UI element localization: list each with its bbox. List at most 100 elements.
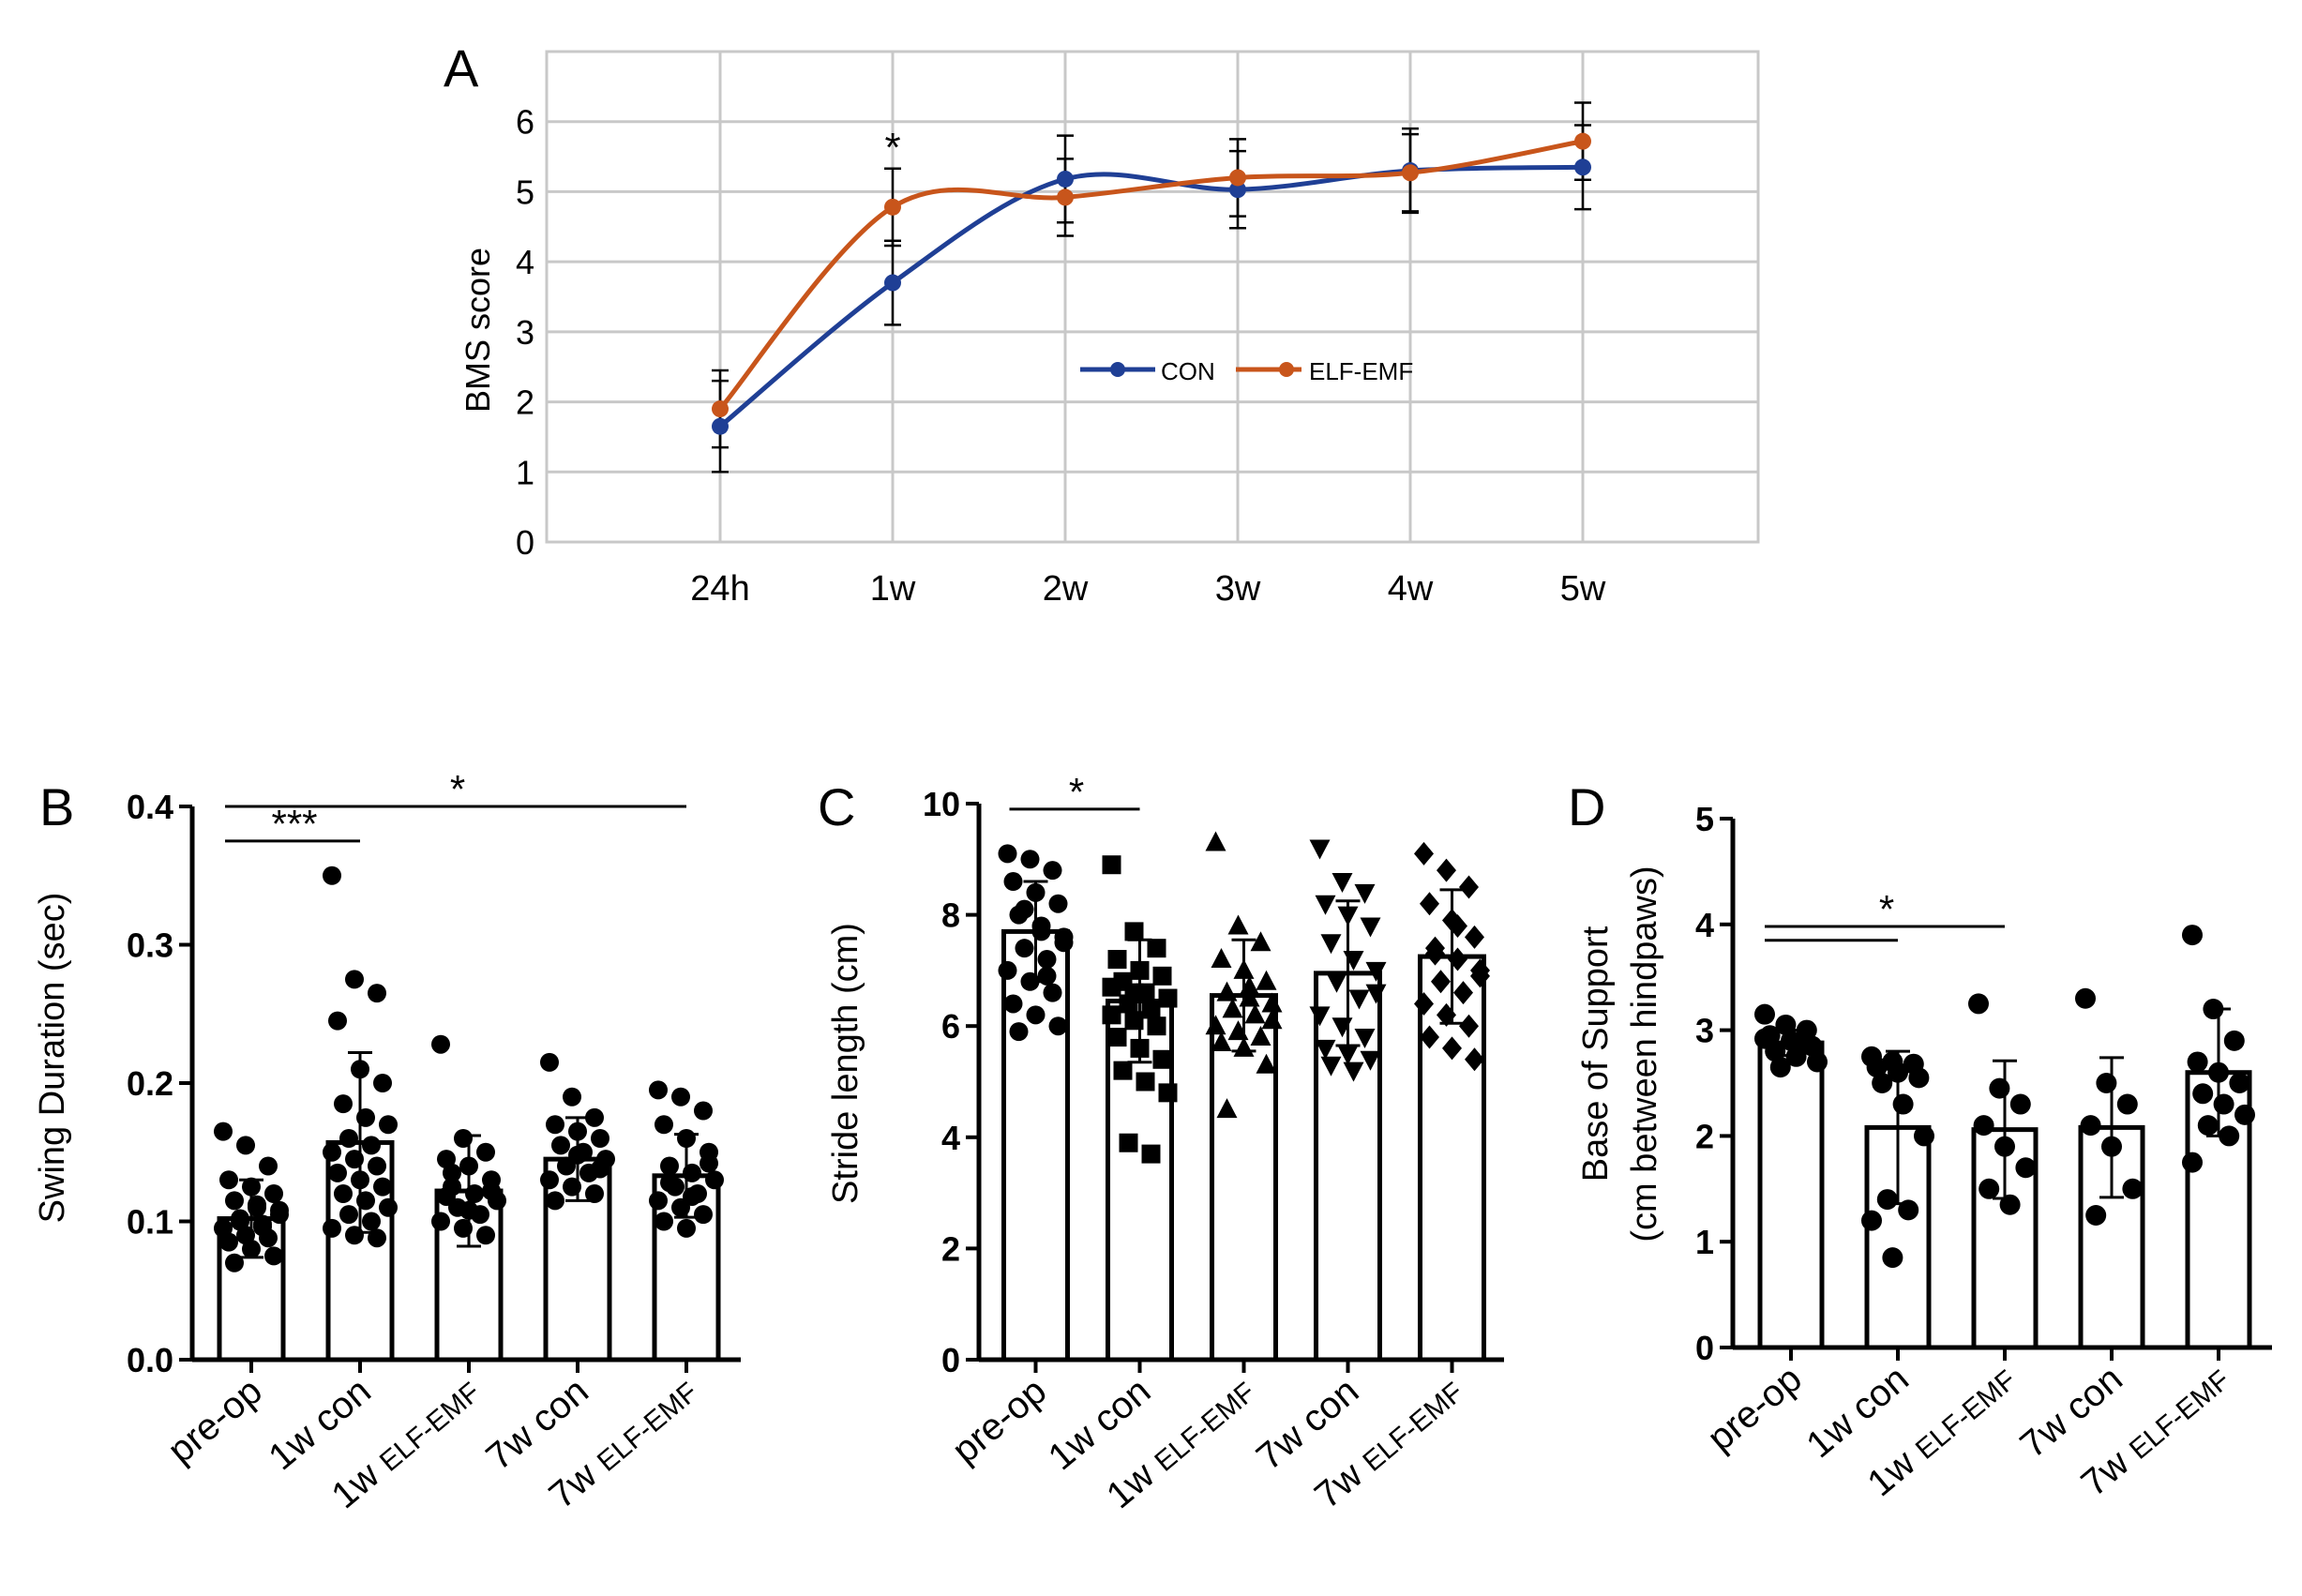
- data-point: [1354, 883, 1376, 904]
- y-tick-label: 0: [941, 1341, 960, 1379]
- y-tick-label: 0.1: [127, 1203, 173, 1242]
- data-point: [1876, 1189, 1898, 1211]
- data-point: [334, 1184, 353, 1203]
- data-point: [1465, 925, 1484, 949]
- data-point: [2197, 1115, 2219, 1137]
- panel-b-letter: B: [39, 777, 74, 836]
- data-point: [2015, 1157, 2037, 1179]
- data-point: [705, 1170, 724, 1190]
- significance-label: *: [450, 767, 465, 811]
- y-tick-label: 1: [1695, 1223, 1714, 1261]
- x-tick-label-main: pre-op: [944, 1370, 1054, 1471]
- data-point: [2085, 1205, 2107, 1226]
- data-point: [219, 1232, 238, 1252]
- x-tick-label: 5w: [1560, 569, 1606, 609]
- data-point: [884, 274, 901, 292]
- data-point: [1807, 1051, 1828, 1073]
- data-point: [1343, 1061, 1364, 1082]
- data-point: [1354, 1029, 1376, 1049]
- data-point: [362, 1212, 381, 1231]
- data-point: [1425, 941, 1445, 966]
- data-point: [546, 1191, 564, 1211]
- data-point: [1453, 981, 1473, 1005]
- data-point: [1147, 939, 1166, 958]
- data-point: [1431, 970, 1451, 994]
- x-tick-label-sub: ELF-EMF: [2124, 1364, 2236, 1466]
- data-point: [1102, 977, 1121, 997]
- data-point: [1250, 1026, 1271, 1046]
- panel-a-letter: A: [444, 38, 479, 98]
- data-point: [1158, 1083, 1178, 1103]
- y-tick-label: 0.2: [127, 1064, 173, 1103]
- data-point: [585, 1184, 604, 1203]
- data-point: [1420, 892, 1439, 916]
- data-point: [1882, 1247, 1903, 1269]
- data-point: [1152, 966, 1172, 986]
- y-tick-label: 1: [516, 453, 534, 491]
- data-point: [1470, 964, 1490, 988]
- data-point: [1337, 1045, 1359, 1065]
- data-point: [649, 1080, 668, 1100]
- data-point: [1465, 1047, 1484, 1072]
- y-tick-label: 0: [1695, 1329, 1714, 1367]
- data-point: [671, 1087, 690, 1107]
- data-point: [1250, 931, 1271, 952]
- data-point: [1003, 994, 1023, 1014]
- data-point: [431, 1034, 450, 1054]
- panel-a: A 0 1 2 3 4 5 6 24h 1w 2w 3w 4w 5w * BMS score CON E…: [444, 38, 1760, 609]
- data-point: [236, 1136, 255, 1155]
- data-point: [1402, 164, 1419, 182]
- data-point: [1343, 951, 1364, 971]
- data-point: [1437, 858, 1456, 882]
- y-tick-label: 4: [516, 243, 534, 281]
- data-point: [1205, 1015, 1226, 1035]
- data-point: [2080, 1115, 2101, 1137]
- data-point: [546, 1115, 564, 1135]
- data-point: [476, 1142, 495, 1162]
- data-point: [339, 1129, 358, 1148]
- data-point: [1315, 895, 1336, 915]
- data-point: [259, 1156, 278, 1176]
- data-point: [1989, 1077, 2010, 1099]
- data-point: [368, 984, 386, 1003]
- x-tick-label-sub: ELF-EMF: [1357, 1377, 1469, 1478]
- data-point: [1102, 1005, 1121, 1025]
- data-point: [323, 866, 341, 885]
- data-point: [998, 960, 1017, 980]
- data-point: [2223, 1030, 2245, 1051]
- panel-d-ylabel: Base of Support: [1576, 926, 1616, 1182]
- data-point: [1048, 1016, 1068, 1036]
- data-point: [1043, 983, 1062, 1002]
- data-point: [1229, 169, 1246, 187]
- significance-label: ***: [271, 802, 317, 846]
- significance-star: *: [884, 125, 900, 171]
- data-point: [1908, 1067, 1930, 1089]
- data-point: [328, 1163, 347, 1182]
- data-point: [2122, 1178, 2144, 1199]
- x-tick-label: pre-op: [160, 1370, 270, 1471]
- data-point: [1791, 1032, 1813, 1054]
- y-tick-label: 3: [1695, 1012, 1714, 1050]
- data-point: [2009, 1093, 2031, 1115]
- data-point: [1261, 1009, 1283, 1030]
- panel-c-ylabel: Stride length (cm): [826, 923, 865, 1204]
- y-tick-label: 0.3: [127, 926, 173, 965]
- data-point: [654, 1212, 673, 1231]
- panel-b-ylabel: Swing Duration (sec): [33, 893, 72, 1224]
- data-point: [1320, 1056, 1342, 1077]
- data-point: [585, 1107, 604, 1127]
- data-point: [677, 1218, 696, 1238]
- data-point: [2182, 1152, 2203, 1173]
- data-point: [1261, 992, 1283, 1013]
- data-point: [654, 1115, 673, 1135]
- data-point: [1113, 1061, 1133, 1080]
- data-point: [1015, 899, 1034, 919]
- panel-c-letter: C: [818, 777, 855, 836]
- data-point: [1459, 1014, 1479, 1038]
- data-point: [1256, 970, 1277, 990]
- data-point: [1057, 170, 1074, 188]
- data-point: [1320, 934, 1342, 955]
- data-point: [2192, 1083, 2214, 1105]
- data-point: [339, 1205, 358, 1225]
